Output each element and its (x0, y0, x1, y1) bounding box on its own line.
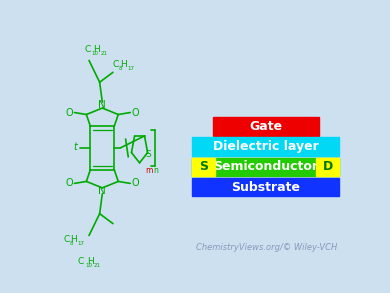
Text: C: C (85, 45, 91, 54)
Text: Semiconductor: Semiconductor (213, 160, 318, 173)
Text: H: H (87, 257, 94, 266)
Text: N: N (98, 186, 106, 196)
Text: n: n (153, 166, 158, 175)
Text: 8: 8 (70, 241, 73, 246)
Text: Dielectric layer: Dielectric layer (213, 140, 319, 153)
Text: C: C (63, 235, 69, 244)
Text: H: H (93, 45, 100, 54)
Text: D: D (323, 160, 333, 173)
Bar (192, 178, 339, 197)
Text: ChemistryViews.org/© Wiley-VCH: ChemistryViews.org/© Wiley-VCH (196, 243, 337, 252)
Text: 21: 21 (94, 263, 101, 268)
Bar (213, 117, 319, 136)
Text: 10: 10 (92, 51, 99, 56)
Text: O: O (66, 108, 74, 117)
Bar (316, 158, 339, 176)
Text: S: S (145, 150, 151, 159)
Text: H: H (70, 235, 77, 244)
Text: m: m (145, 166, 153, 175)
Text: Gate: Gate (250, 120, 283, 133)
Text: 21: 21 (101, 51, 108, 56)
Text: 17: 17 (78, 241, 85, 246)
Text: 10: 10 (85, 263, 92, 268)
Bar (192, 158, 339, 176)
Bar (192, 137, 339, 156)
Text: Substrate: Substrate (231, 181, 300, 194)
Text: S: S (199, 160, 208, 173)
Text: C: C (78, 257, 84, 266)
Text: C: C (112, 60, 119, 69)
Text: O: O (131, 108, 139, 117)
Text: t: t (74, 142, 78, 152)
Text: 17: 17 (128, 66, 135, 71)
Text: H: H (120, 60, 127, 69)
Bar (192, 158, 215, 176)
Text: N: N (98, 100, 106, 110)
Text: 8: 8 (119, 66, 122, 71)
Text: O: O (66, 178, 74, 188)
Text: O: O (131, 178, 139, 188)
